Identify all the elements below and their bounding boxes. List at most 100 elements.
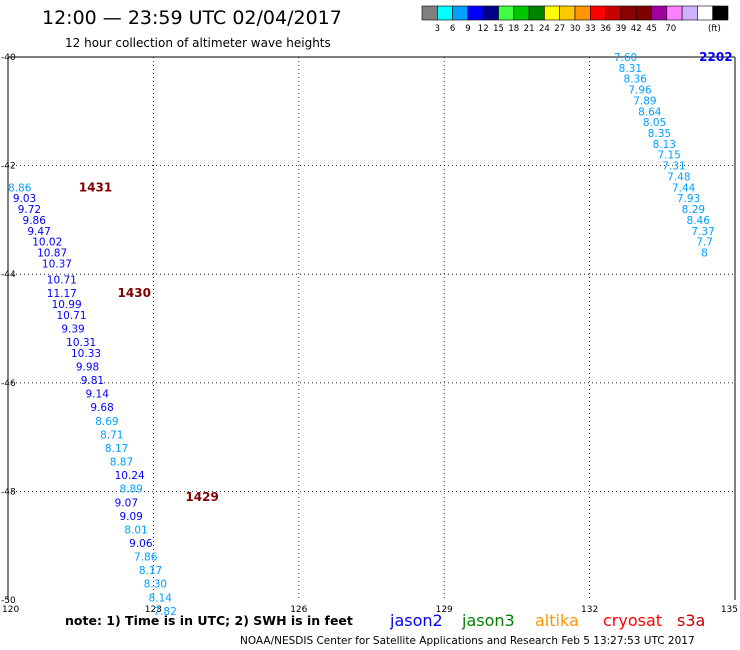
color-scale-swatch (513, 5, 530, 21)
color-scale-swatch (498, 5, 515, 21)
footer-note: note: 1) Time is in UTC; 2) SWH is in fe… (65, 613, 353, 628)
color-scale-swatch (452, 5, 469, 21)
color-scale-label: 33 (585, 24, 596, 34)
wave-height-value: 8.30 (144, 579, 167, 591)
pass-label: 1431 (79, 180, 112, 194)
wave-height-value: 7.89 (633, 95, 656, 107)
color-scale-label: 27 (554, 24, 565, 34)
satellite-legend: jason2 jason3 altika cryosat s3a (389, 611, 705, 630)
color-scale-label: 21 (524, 24, 535, 34)
latitude-label: -46 (1, 379, 16, 389)
color-scale-swatch (559, 5, 576, 21)
longitude-label: 135 (721, 605, 738, 615)
wave-height-value: 9.39 (61, 324, 84, 336)
wave-height-value: 10.99 (52, 299, 82, 311)
wave-height-value: 9.09 (119, 511, 142, 523)
wave-height-value: 10.02 (32, 237, 62, 249)
wave-height-value: 7.86 (134, 552, 158, 564)
color-scale-label: 6 (450, 24, 455, 34)
wave-height-value: 10.31 (66, 337, 96, 349)
latitude-label: -44 (1, 270, 16, 280)
color-scale-swatch (436, 5, 453, 21)
wave-height-value: 8.46 (687, 215, 711, 227)
satellite-name: jason2 (389, 611, 443, 630)
wave-height-value: 9.68 (90, 402, 113, 414)
color-scale-swatch (528, 5, 545, 21)
wave-height-value: 8.01 (124, 524, 147, 536)
latitude-label: -40 (1, 53, 16, 63)
wave-height-value: 9.86 (23, 215, 47, 227)
latitude-label: -42 (1, 162, 16, 172)
color-scale-label: 70 (665, 24, 676, 34)
wave-height-value: 8.13 (653, 139, 676, 151)
wave-height-value: 8.35 (648, 128, 671, 140)
wave-height-value: 9.98 (76, 362, 99, 374)
wave-height-value: 7.82 (153, 606, 176, 618)
satellite-name: cryosat (603, 611, 662, 630)
wave-height-value: 10.24 (115, 470, 145, 482)
color-scale-label: 36 (600, 24, 611, 34)
map-frame (7, 56, 736, 600)
color-scale-label: 24 (539, 24, 550, 34)
wave-height-value: 7.7 (696, 237, 713, 249)
color-scale-swatch (681, 5, 698, 21)
wave-height-value: 7.60 (614, 52, 637, 64)
color-scale-label: 9 (465, 24, 470, 34)
pass-label: 1429 (185, 490, 218, 504)
wave-height-value: 7.15 (657, 150, 680, 162)
satellite-name: s3a (677, 611, 705, 630)
wave-height-value: 10.87 (37, 247, 67, 259)
wave-height-points: 7.608.318.367.967.898.648.058.358.137.15… (8, 52, 715, 618)
wave-height-value: 8.05 (643, 117, 666, 129)
wave-height-value: 8.89 (119, 484, 142, 496)
color-scale-label: 18 (508, 24, 519, 34)
wave-height-value: 10.71 (47, 275, 77, 287)
color-scale-swatch (651, 5, 668, 21)
footer-credit: NOAA/NESDIS Center for Satellite Applica… (240, 635, 695, 647)
pass-label: 2202 (699, 50, 732, 64)
wave-height-value: 8.71 (100, 429, 123, 441)
latitude-label: -48 (1, 487, 16, 497)
color-scale-swatch (666, 5, 683, 21)
wave-height-value: 8.87 (110, 457, 133, 469)
pass-label: 1430 (118, 286, 151, 300)
wave-height-value: 10.33 (71, 348, 101, 360)
longitude-label: 132 (581, 605, 598, 615)
wave-height-value: 9.07 (115, 497, 138, 509)
wave-height-value: 7.48 (667, 171, 690, 183)
color-scale-swatch (620, 5, 637, 21)
wave-height-value: 9.72 (18, 204, 41, 216)
wave-height-value: 9.06 (129, 538, 153, 550)
wave-height-value: 9.81 (81, 375, 104, 387)
wave-height-value: 7.31 (662, 161, 685, 173)
color-scale-swatch (712, 5, 729, 21)
wave-height-value: 7.93 (677, 193, 700, 205)
color-scale-label: 3 (435, 24, 440, 34)
wave-height-value: 8.64 (638, 106, 662, 118)
wave-height-value: 9.14 (86, 389, 110, 401)
wave-height-value: 7.44 (672, 182, 696, 194)
wave-height-value: 8.69 (95, 416, 118, 428)
wave-height-value: 10.37 (42, 258, 72, 270)
wave-height-value: 7.96 (628, 85, 652, 97)
wave-height-value: 7.37 (691, 226, 714, 238)
wave-height-value: 8.86 (8, 182, 32, 194)
wave-height-value: 8.31 (619, 63, 642, 75)
color-scale-label: 45 (646, 24, 657, 34)
color-scale-swatch (697, 5, 714, 21)
longitude-label: 120 (2, 605, 19, 615)
color-scale-legend: 3 6 9 12 15 18 21 24 27 30 33 36 39 42 45 70 (ft) (421, 5, 729, 34)
color-scale-swatch (589, 5, 606, 21)
wave-height-value: 9.47 (27, 226, 50, 238)
color-scale-label: 15 (493, 24, 504, 34)
color-scale-swatch (482, 5, 499, 21)
color-scale-label: 42 (631, 24, 642, 34)
color-scale-swatch (467, 5, 484, 21)
map-subtitle: 12 hour collection of altimeter wave hei… (65, 36, 331, 50)
color-scale-swatch (544, 5, 561, 21)
wave-height-value: 8.29 (682, 204, 705, 216)
longitude-label: 123 (145, 605, 162, 615)
wave-height-value: 8.14 (149, 592, 173, 604)
lat-lon-grid (8, 57, 735, 600)
